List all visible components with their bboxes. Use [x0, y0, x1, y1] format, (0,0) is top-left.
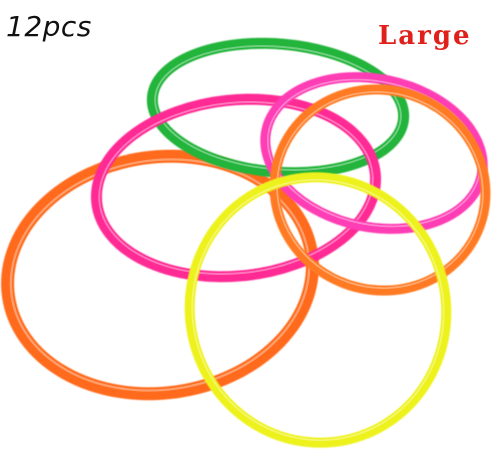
quantity-label: 12pcs: [6, 10, 92, 43]
yellow-ring: [184, 172, 452, 448]
size-label: Large: [378, 21, 472, 51]
orange-ring-right: [269, 84, 491, 296]
magenta-ring-left: [90, 93, 382, 283]
